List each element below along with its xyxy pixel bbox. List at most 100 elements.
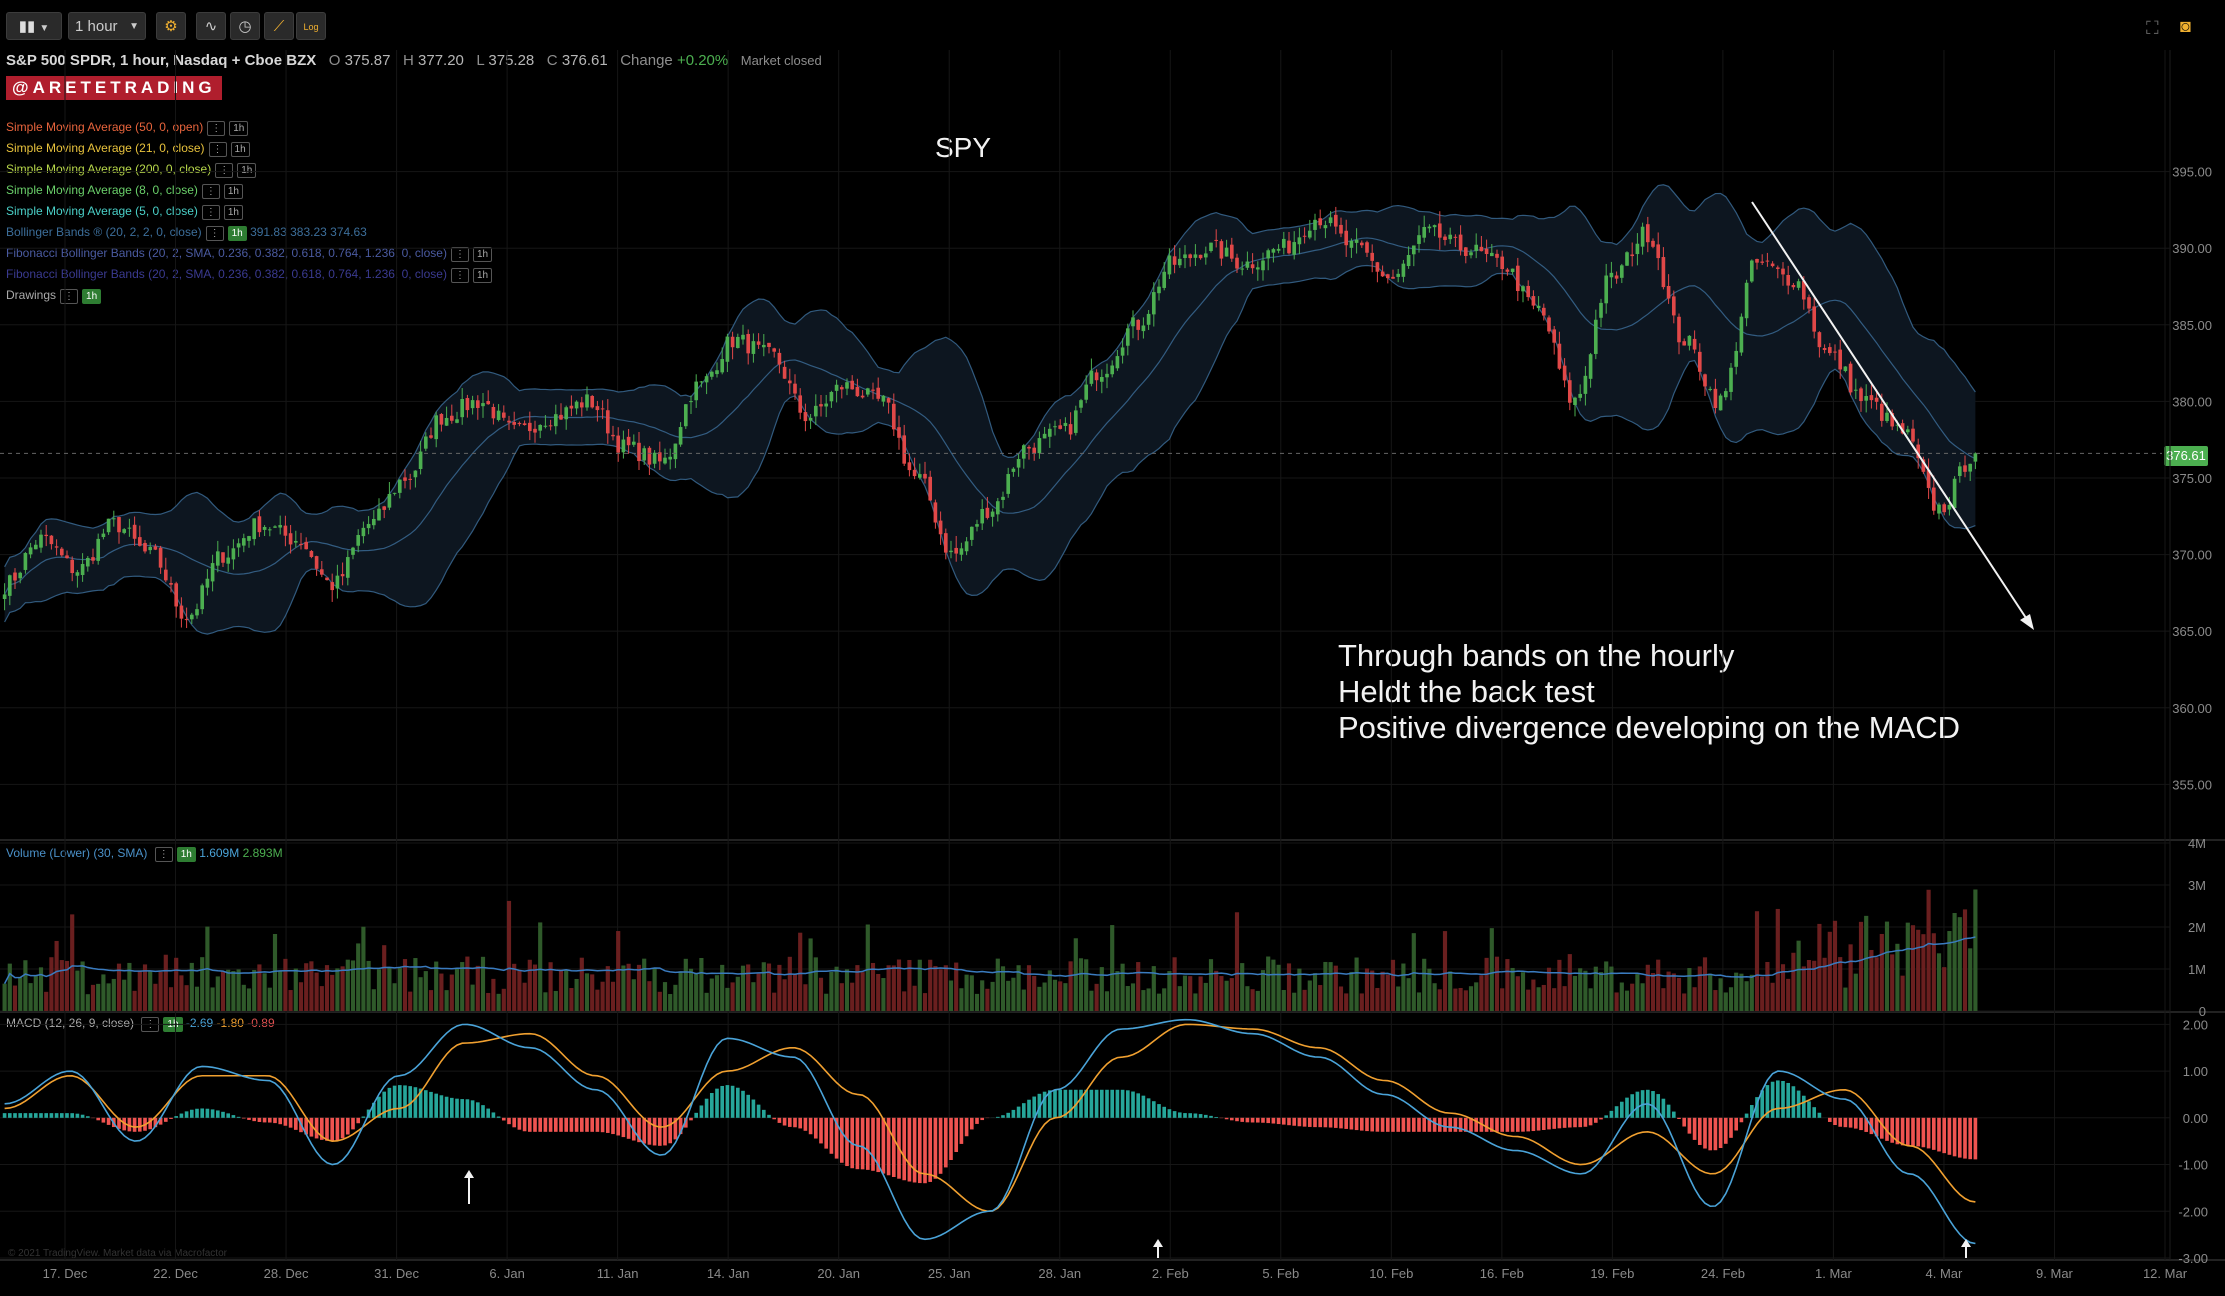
study-settings-button[interactable]: ⋮ — [60, 289, 79, 304]
volume-bar — [413, 958, 418, 1011]
candle-body — [465, 398, 470, 411]
candle-body — [735, 336, 740, 348]
histogram-bar — [1162, 1106, 1167, 1118]
bollinger-upper-band — [4, 184, 1976, 568]
study-item[interactable]: Fibonacci Bollinger Bands (20, 2, SMA, 0… — [6, 267, 493, 283]
candle-body — [1755, 259, 1759, 263]
candle-body — [1250, 264, 1255, 269]
histogram-bar — [621, 1117, 626, 1138]
histogram-bar — [1630, 1094, 1635, 1118]
study-item[interactable]: Drawings ⋮ 1h — [6, 288, 102, 304]
volume-bar — [803, 984, 808, 1011]
histogram-bar — [7, 1113, 12, 1118]
volume-bar — [532, 964, 538, 1011]
volume-bar — [132, 990, 137, 1011]
volume-bar — [1656, 959, 1661, 1011]
candle-body — [1484, 248, 1489, 255]
log-scale-button[interactable]: Log — [296, 12, 326, 40]
camera-icon[interactable]: ◙ — [2180, 16, 2191, 36]
high-value: 377.20 — [418, 52, 464, 69]
candle-body — [70, 559, 75, 574]
histogram-bar — [1068, 1089, 1073, 1118]
histogram-bar — [741, 1090, 745, 1118]
chart-style-button[interactable]: ▮▮ ▼ — [6, 12, 62, 40]
candle-body — [761, 344, 766, 348]
timeframe-select[interactable]: 1 hour ▼ — [68, 12, 146, 40]
study-settings-button[interactable]: ⋮ — [450, 268, 469, 283]
volume-bar — [1812, 960, 1817, 1011]
candle-body — [886, 398, 891, 403]
study-item[interactable]: Simple Moving Average (50, 0, open) ⋮ 1h — [6, 120, 249, 136]
bollinger-fill — [4, 184, 1976, 635]
volume-bar — [1827, 931, 1832, 1011]
volume-bar — [517, 969, 522, 1011]
volume-bar — [1843, 987, 1848, 1011]
histogram-bar — [1313, 1117, 1317, 1128]
candle-body — [434, 415, 439, 440]
volume-bar — [324, 965, 330, 1011]
volume-bar — [699, 957, 704, 1011]
candle-body — [1770, 263, 1775, 267]
candle-body — [1068, 424, 1073, 435]
candle-body — [585, 394, 589, 408]
histogram-bar — [1318, 1117, 1323, 1128]
histogram-bar — [751, 1099, 756, 1118]
histogram-bar — [278, 1117, 283, 1125]
candle-body — [730, 336, 735, 348]
volume-bar — [454, 967, 460, 1011]
volume-bar — [1869, 949, 1874, 1011]
candle-body — [1380, 271, 1385, 277]
fullscreen-icon[interactable]: ⛶ — [2146, 18, 2159, 38]
study-settings-button[interactable]: ⋮ — [154, 847, 173, 862]
volume-bar — [1858, 921, 1864, 1011]
replay-button[interactable]: ◷ — [230, 12, 260, 40]
histogram-bar — [1890, 1117, 1895, 1143]
histogram-bar — [39, 1113, 43, 1118]
candle-body — [1125, 328, 1130, 346]
study-settings-button[interactable]: ⋮ — [215, 163, 234, 178]
settings-button[interactable]: ⚙ — [156, 12, 186, 40]
study-settings-button[interactable]: ⋮ — [207, 121, 226, 136]
volume-bar — [813, 957, 818, 1011]
histogram-bar — [1905, 1117, 1910, 1146]
study-item[interactable]: Simple Moving Average (5, 0, close) ⋮ 1h — [6, 204, 243, 220]
candle-body — [54, 546, 59, 548]
low-value: 375.28 — [488, 52, 535, 69]
candle-body — [699, 381, 704, 383]
volume-bar — [600, 981, 605, 1011]
candle-body — [642, 448, 647, 461]
candle-body — [91, 557, 95, 561]
study-settings-button[interactable]: ⋮ — [450, 247, 469, 262]
volume-bar — [1432, 983, 1437, 1011]
histogram-bar — [1682, 1117, 1687, 1127]
study-item[interactable]: Fibonacci Bollinger Bands (20, 2, SMA, 0… — [6, 246, 493, 262]
histogram-bar — [881, 1117, 886, 1174]
volume-bar — [1936, 953, 1942, 1011]
study-settings-button[interactable]: ⋮ — [201, 205, 220, 220]
histogram-bar — [564, 1117, 569, 1132]
histogram-bar — [1656, 1094, 1661, 1118]
volume-bar — [1141, 990, 1146, 1011]
volume-bar — [1583, 970, 1588, 1011]
histogram-bar — [533, 1117, 537, 1132]
study-item[interactable]: Simple Moving Average (21, 0, close) ⋮ 1h — [6, 141, 250, 157]
study-item[interactable]: Simple Moving Average (8, 0, close) ⋮ 1h — [6, 183, 243, 199]
candle-body — [382, 506, 387, 510]
study-item[interactable]: Simple Moving Average (200, 0, close) ⋮ 1h — [6, 162, 257, 178]
study-settings-button[interactable]: ⋮ — [205, 226, 224, 241]
study-settings-button[interactable]: ⋮ — [201, 184, 220, 199]
study-item[interactable]: Bollinger Bands ® (20, 2, 2, 0, close) ⋮ 1… — [6, 225, 367, 241]
volume-bar — [1058, 981, 1063, 1011]
volume-bar — [1822, 957, 1827, 1011]
histogram-bar — [1422, 1117, 1427, 1132]
histogram-bar — [1391, 1117, 1395, 1132]
volume-bar — [1744, 981, 1749, 1011]
candle-body — [335, 575, 340, 589]
volume-bar — [1952, 913, 1957, 1011]
drawing-button[interactable]: ⟋ — [264, 12, 294, 40]
histogram-bar — [1510, 1117, 1515, 1132]
study-settings-button[interactable]: ⋮ — [208, 142, 227, 157]
volume-bar — [7, 963, 12, 1011]
studies-button[interactable]: ∿ — [196, 12, 226, 40]
